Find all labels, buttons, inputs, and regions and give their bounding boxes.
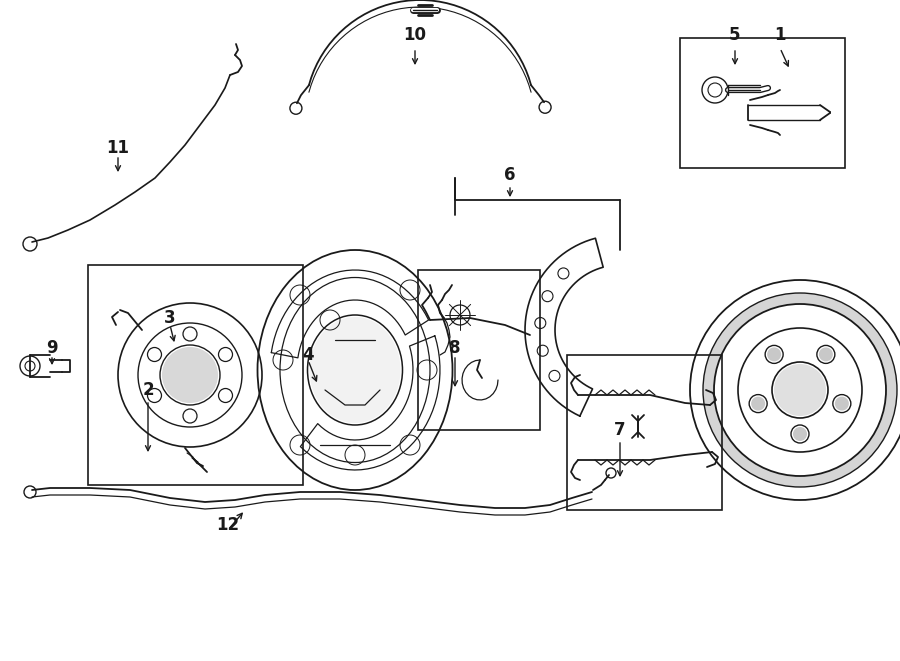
Text: 10: 10 <box>403 26 427 44</box>
Circle shape <box>835 397 849 410</box>
Text: 5: 5 <box>729 26 741 44</box>
Text: 3: 3 <box>164 309 176 327</box>
Wedge shape <box>703 293 897 487</box>
Text: 8: 8 <box>449 339 461 357</box>
Text: 9: 9 <box>46 339 58 357</box>
Ellipse shape <box>310 317 400 423</box>
Circle shape <box>774 364 826 416</box>
Text: 12: 12 <box>216 516 239 534</box>
Bar <box>567 355 722 510</box>
Circle shape <box>752 397 765 410</box>
Bar <box>680 38 845 168</box>
Text: 6: 6 <box>504 166 516 184</box>
Circle shape <box>793 427 807 441</box>
Text: 7: 7 <box>614 421 626 439</box>
Circle shape <box>162 347 218 403</box>
Text: 4: 4 <box>302 346 314 364</box>
Bar <box>88 265 303 485</box>
Text: 1: 1 <box>774 26 786 44</box>
Circle shape <box>819 348 832 362</box>
Text: 11: 11 <box>106 139 130 157</box>
Text: 2: 2 <box>142 381 154 399</box>
Bar <box>418 270 540 430</box>
Circle shape <box>767 348 781 362</box>
